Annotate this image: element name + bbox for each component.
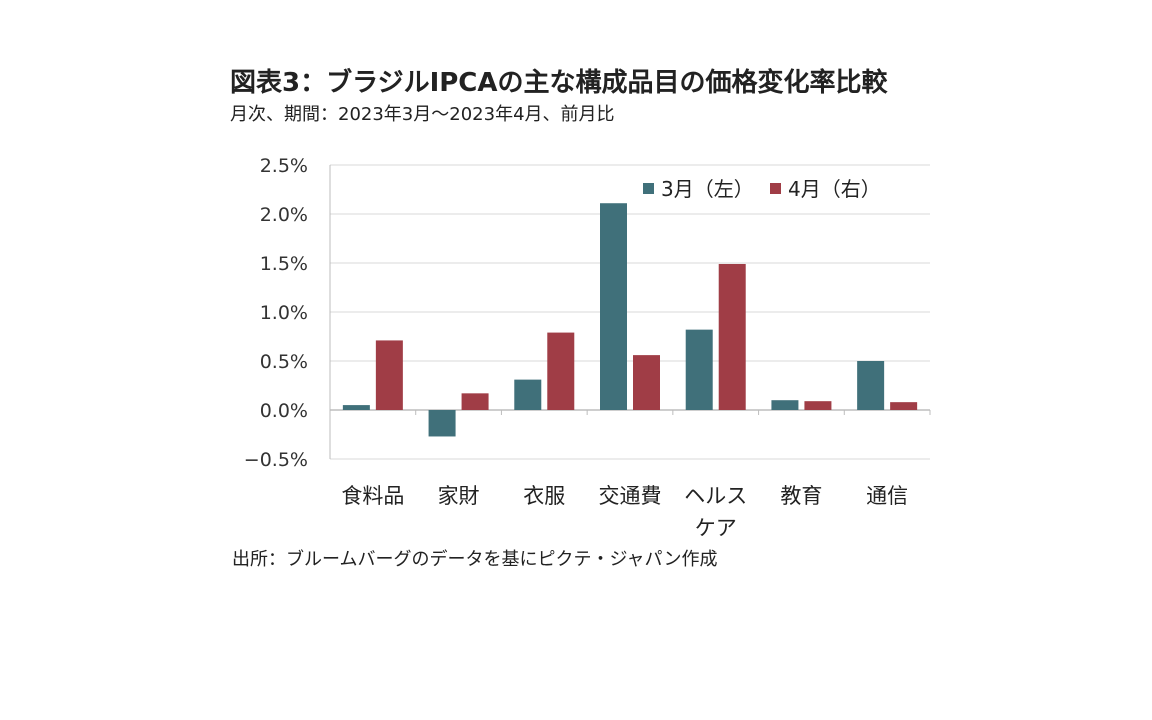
bar-series-1 xyxy=(428,410,456,437)
legend-label-2: 4月（右） xyxy=(788,177,881,201)
source-note: 出所：ブルームバーグのデータを基にピクテ・ジャパン作成 xyxy=(232,549,718,570)
legend: 3月（左） 4月（右） xyxy=(643,177,881,201)
bar-series-2 xyxy=(804,401,832,410)
gridlines xyxy=(330,164,930,460)
x-category-label: 家財 xyxy=(438,484,480,508)
y-tick-label: 2.5% xyxy=(260,155,308,177)
bar-series-2 xyxy=(718,263,746,410)
y-axis: 2.5% 2.0% 1.5% 1.0% 0.5% 0.0% −0.5% xyxy=(244,155,331,471)
bar-series-2 xyxy=(633,355,660,410)
bar-series-2 xyxy=(375,340,403,410)
y-tick-label: 1.5% xyxy=(260,253,308,275)
bar-series-1 xyxy=(342,405,370,410)
y-tick-label: −0.5% xyxy=(244,449,308,471)
legend-swatch-2 xyxy=(770,183,781,194)
y-tick-label: 1.0% xyxy=(260,302,308,324)
bar-series-1 xyxy=(857,361,885,410)
x-category-label: ヘルスケア xyxy=(684,484,747,540)
bar-series-2 xyxy=(547,332,575,410)
x-category-label: 交通費 xyxy=(599,484,662,508)
chart-title: 図表3：ブラジルIPCAの主な構成品目の価格変化率比較 xyxy=(230,68,888,98)
x-category-label: 通信 xyxy=(866,484,908,508)
y-tick-label: 0.0% xyxy=(260,400,308,422)
bar-series-1 xyxy=(600,203,627,410)
bars xyxy=(342,203,918,437)
legend-label-1: 3月（左） xyxy=(661,177,754,201)
bar-series-1 xyxy=(514,379,542,410)
bar-series-2 xyxy=(890,402,918,410)
bar-series-1 xyxy=(771,400,799,410)
x-category-label: 衣服 xyxy=(523,484,565,508)
x-category-label: 食料品 xyxy=(341,484,404,508)
bar-series-2 xyxy=(461,393,489,410)
bar-series-1 xyxy=(685,329,713,410)
y-tick-label: 2.0% xyxy=(260,204,308,226)
x-category-label: 教育 xyxy=(780,484,822,508)
legend-swatch-1 xyxy=(643,183,654,194)
chart-subtitle: 月次、期間：2023年3月～2023年4月、前月比 xyxy=(230,104,615,125)
x-axis: 食料品 家財 衣服 交通費 ヘルスケア 教育 通信 xyxy=(341,410,931,540)
y-tick-label: 0.5% xyxy=(260,351,308,373)
